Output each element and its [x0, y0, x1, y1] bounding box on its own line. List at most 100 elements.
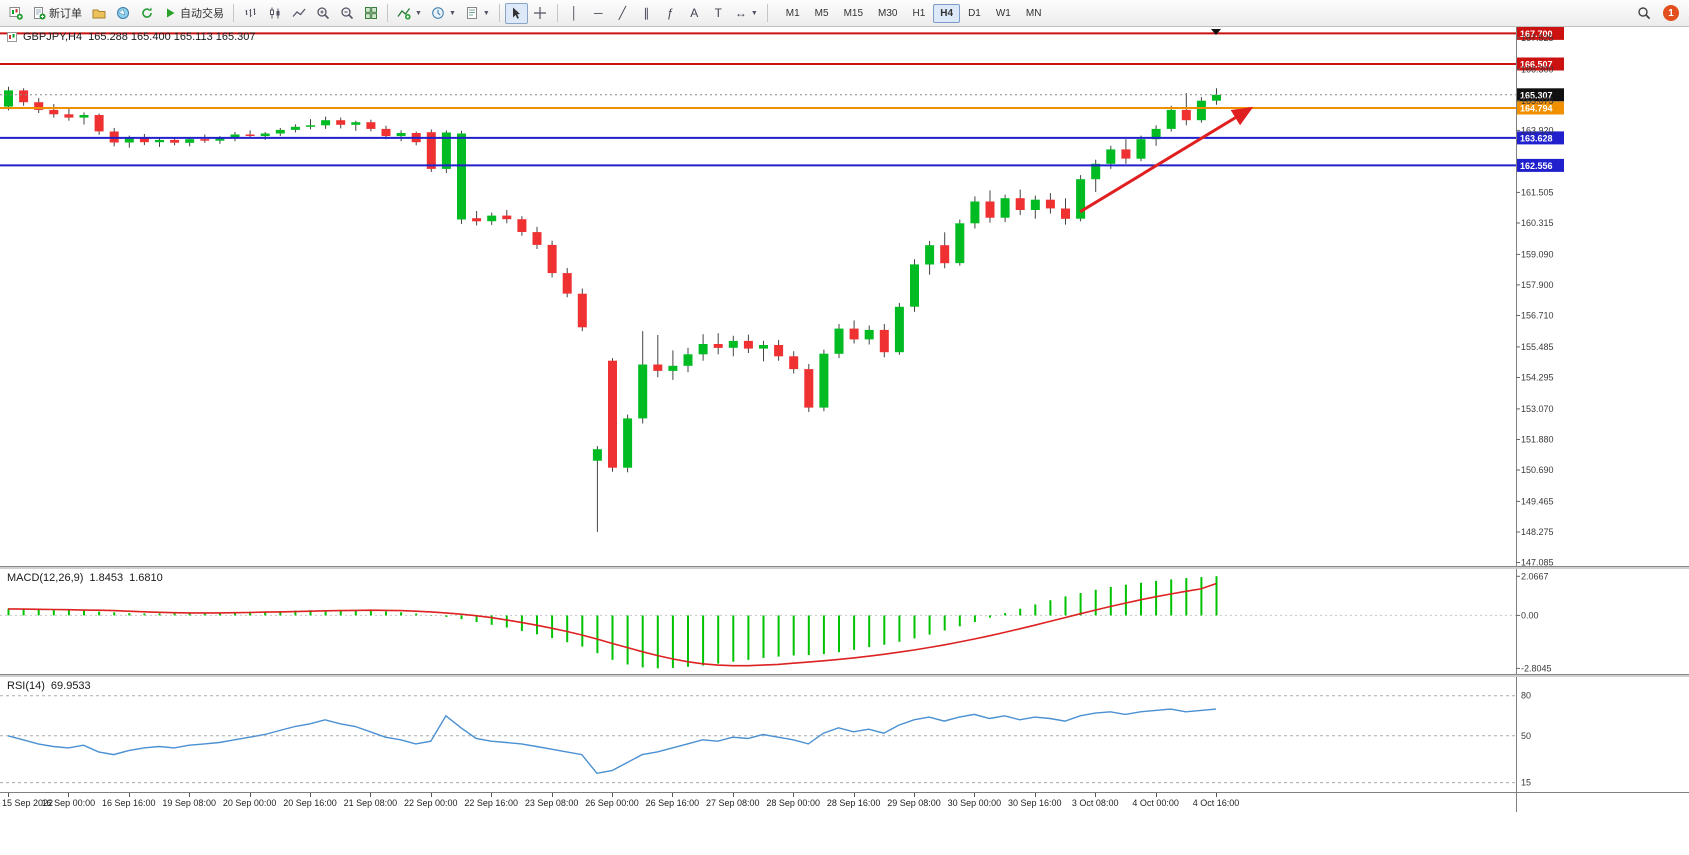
toolbar-separator [387, 4, 388, 22]
macd-tick-label: 0.00 [1521, 610, 1539, 620]
autotrade-button[interactable]: 自动交易 [159, 3, 228, 24]
price-tick-label: 147.085 [1521, 558, 1554, 567]
line-chart-icon [292, 8, 306, 17]
time-label: 30 Sep 00:00 [947, 798, 1002, 808]
arrows-tool-button[interactable]: ↔ ▼ [731, 3, 762, 24]
timeframe-w1-button[interactable]: W1 [989, 4, 1018, 23]
vertical-line-icon: │ [570, 6, 579, 20]
time-axis[interactable]: 15 Sep 2022 16 Sep 00:00 16 Sep 16:00 19 Se… [0, 792, 1689, 813]
candle [653, 335, 663, 378]
candle [1045, 193, 1055, 214]
indicators-button[interactable]: ▼ [393, 3, 426, 24]
toolbar-separator [556, 4, 558, 22]
timeframe-m5-button[interactable]: M5 [808, 4, 836, 23]
candle [592, 446, 602, 532]
new-order-button[interactable]: 新订单 [28, 3, 86, 24]
time-label: 30 Sep 16:00 [1008, 798, 1062, 808]
macd-label: MACD(12,26,9) 1.8453 1.6810 [7, 572, 163, 584]
zoom-in-icon [316, 7, 329, 20]
candle [366, 119, 376, 132]
indicators-icon [397, 8, 411, 20]
candle [230, 132, 240, 142]
chart-shift-marker[interactable] [1211, 29, 1221, 35]
channel-icon: ∥ [643, 6, 650, 20]
timeframe-d1-button[interactable]: D1 [961, 4, 988, 23]
crosshair-icon [534, 7, 547, 19]
timeframe-m30-button[interactable]: M30 [871, 4, 904, 23]
time-tick [310, 793, 311, 797]
candle [789, 351, 799, 374]
fibonacci-tool-button[interactable]: ƒ [659, 3, 682, 24]
line-chart-button[interactable] [287, 3, 310, 24]
channel-tool-button[interactable]: ∥ [635, 3, 658, 24]
trendline-tool-button[interactable]: ╱ [611, 3, 634, 24]
trend-arrow[interactable] [1079, 106, 1254, 214]
bar-chart-button[interactable] [239, 3, 262, 24]
candlestick-chart-icon [269, 7, 279, 19]
candle [1166, 105, 1176, 132]
zoom-out-button[interactable] [335, 3, 358, 24]
refresh-button[interactable] [135, 3, 158, 24]
candle [940, 232, 950, 269]
new-chart-button[interactable] [4, 3, 27, 24]
panel-splitter[interactable] [0, 674, 1689, 677]
search-button[interactable] [1632, 3, 1655, 24]
macd-panel[interactable]: 2.0667 0.00 -2.8045 [0, 569, 1689, 674]
timeframe-h4-button[interactable]: H4 [933, 3, 961, 23]
price-level-label: 163.628 [1520, 133, 1553, 143]
rsi-line [7, 708, 1217, 775]
candlestick-chart-button[interactable] [263, 3, 286, 24]
candle [290, 124, 300, 133]
candle [79, 112, 89, 125]
axis-divider [1516, 792, 1517, 812]
candle [955, 219, 965, 266]
candle [517, 216, 527, 236]
candle [502, 210, 512, 224]
price-level-label: 166.507 [1520, 60, 1553, 70]
time-label: 27 Sep 08:00 [706, 798, 760, 808]
drawing-tools-group: │ ─ ╱ ∥ ƒ A T ↔ ▼ [563, 3, 762, 24]
rsi-name: RSI(14) [7, 680, 45, 692]
periods-button[interactable]: ▼ [427, 3, 460, 24]
candle [1181, 93, 1191, 126]
timeframe-m1-button[interactable]: M1 [779, 4, 807, 23]
rsi-panel[interactable]: 80 50 15 [0, 677, 1689, 792]
time-tick [732, 793, 734, 797]
price-level-box [1517, 158, 1564, 172]
price-level-label: 164.794 [1520, 104, 1553, 114]
chart-ohlc-values: 165.288 165.400 165.113 165.307 [88, 31, 256, 43]
zoom-in-button[interactable] [311, 3, 334, 24]
crosshair-button[interactable] [529, 3, 552, 24]
time-tick [612, 793, 613, 797]
time-label: 28 Sep 16:00 [826, 798, 881, 808]
navigator-button[interactable] [111, 3, 134, 24]
candle [562, 268, 572, 298]
timeframe-h1-button[interactable]: H1 [905, 4, 932, 23]
candle [925, 240, 935, 275]
time-tick [68, 793, 70, 797]
price-tick-label: 150.690 [1521, 465, 1554, 475]
profiles-button[interactable] [87, 3, 110, 24]
toolbar-right-group: 1 [1632, 3, 1685, 24]
cursor-button[interactable] [504, 2, 528, 24]
timeframe-m15-button[interactable]: M15 [837, 4, 870, 23]
main-chart-canvas[interactable]: 167.700 166.507 164.794 163.628 162.556 165.3… [0, 27, 1689, 566]
horizontal-line-tool-button[interactable]: ─ [587, 3, 610, 24]
candle [139, 134, 149, 146]
candle [759, 340, 768, 362]
templates-button[interactable]: ▼ [461, 3, 494, 24]
dropdown-caret: ▼ [448, 9, 456, 17]
time-tick [793, 793, 795, 797]
vertical-line-tool-button[interactable]: │ [563, 3, 586, 24]
panel-splitter[interactable] [0, 566, 1689, 569]
text-tool-button[interactable]: A [683, 3, 706, 24]
time-tick [1216, 793, 1217, 797]
label-tool-button[interactable]: T [707, 3, 730, 24]
timeframe-mn-button[interactable]: MN [1019, 4, 1049, 23]
time-label: 22 Sep 16:00 [464, 798, 518, 808]
notification-badge[interactable]: 1 [1663, 5, 1679, 21]
tile-windows-button[interactable] [359, 3, 382, 24]
dropdown-caret: ▼ [482, 9, 490, 17]
horizontal-line-icon: ─ [594, 6, 603, 20]
